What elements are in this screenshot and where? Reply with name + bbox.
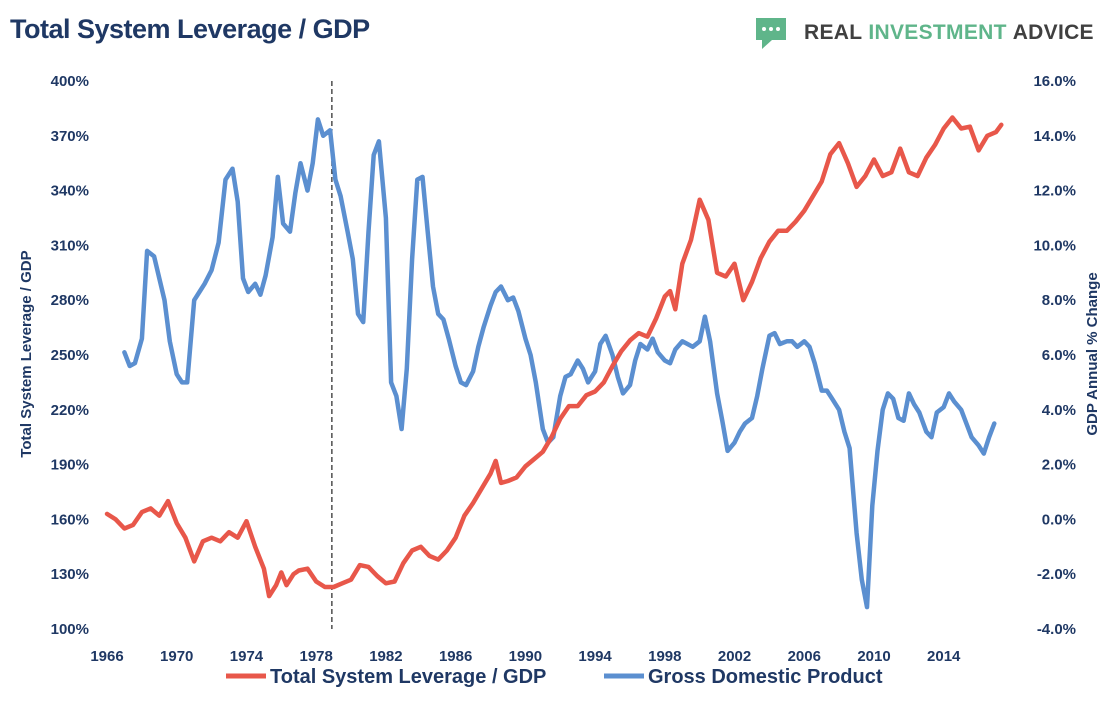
- right-tick-label: 0.0%: [1042, 511, 1076, 528]
- right-tick-label: 2.0%: [1042, 457, 1076, 474]
- x-tick-label: 1998: [648, 648, 681, 665]
- x-tick-label: 1994: [578, 648, 612, 665]
- x-tick-label: 2010: [857, 648, 890, 665]
- x-tick-label: 1982: [369, 648, 402, 665]
- right-tick-label: 6.0%: [1042, 347, 1076, 364]
- left-tick-label: 310%: [51, 237, 89, 254]
- left-tick-label: 220%: [51, 402, 89, 419]
- left-tick-label: 250%: [51, 347, 89, 364]
- chart-title: Total System Leverage / GDP: [10, 14, 370, 44]
- left-tick-label: 370%: [51, 128, 89, 145]
- speech-bubble-icon: [756, 18, 786, 49]
- right-tick-label: -4.0%: [1037, 621, 1076, 638]
- legend-label-gdp: Gross Domestic Product: [648, 666, 883, 688]
- right-axis-title: GDP Annual % Change: [1084, 272, 1101, 435]
- logo-word-real: REAL: [804, 21, 863, 44]
- right-tick-label: -2.0%: [1037, 566, 1076, 583]
- left-tick-label: 130%: [51, 566, 89, 583]
- left-axis-ticks: 100% 130% 160% 190% 220% 250% 280% 310% 340% 370%…: [51, 73, 89, 638]
- right-tick-label: 4.0%: [1042, 402, 1076, 419]
- x-tick-label: 2006: [788, 648, 821, 665]
- left-tick-label: 190%: [51, 457, 89, 474]
- x-tick-label: 2014: [927, 648, 961, 665]
- series-group: [104, 115, 1004, 610]
- left-axis-title: Total System Leverage / GDP: [18, 250, 35, 457]
- series-line-gdp: [122, 117, 997, 610]
- legend-label-leverage: Total System Leverage / GDP: [270, 666, 546, 688]
- logo-word-advice: ADVICE: [1012, 21, 1094, 44]
- left-tick-label: 340%: [51, 183, 89, 200]
- series-line-leverage: [104, 115, 1004, 599]
- right-tick-label: 14.0%: [1033, 128, 1076, 145]
- logo-word-investment: INVESTMENT: [868, 21, 1007, 44]
- left-tick-label: 280%: [51, 292, 89, 309]
- x-tick-label: 1974: [230, 648, 264, 665]
- right-tick-label: 8.0%: [1042, 292, 1076, 309]
- right-axis-ticks: -4.0% -2.0% 0.0% 2.0% 4.0% 6.0% 8.0% 10.0% 12.0%…: [1033, 73, 1076, 638]
- logo: REAL INVESTMENT ADVICE: [752, 13, 1094, 53]
- right-tick-label: 12.0%: [1033, 183, 1076, 200]
- x-tick-label: 1970: [160, 648, 193, 665]
- left-tick-label: 100%: [51, 621, 89, 638]
- left-tick-label: 400%: [51, 73, 89, 90]
- x-axis-ticks: 1966 1970 1974 1978 1982 1986 1990 1994 1998 2002…: [90, 648, 961, 665]
- x-tick-label: 1966: [90, 648, 123, 665]
- left-tick-label: 160%: [51, 511, 89, 528]
- x-tick-label: 1978: [299, 648, 332, 665]
- x-tick-label: 1990: [509, 648, 542, 665]
- x-tick-label: 2002: [718, 648, 751, 665]
- legend: Total System Leverage / GDP Gross Domest…: [226, 666, 883, 688]
- x-tick-label: 1986: [439, 648, 472, 665]
- right-tick-label: 16.0%: [1033, 73, 1076, 90]
- right-tick-label: 10.0%: [1033, 237, 1076, 254]
